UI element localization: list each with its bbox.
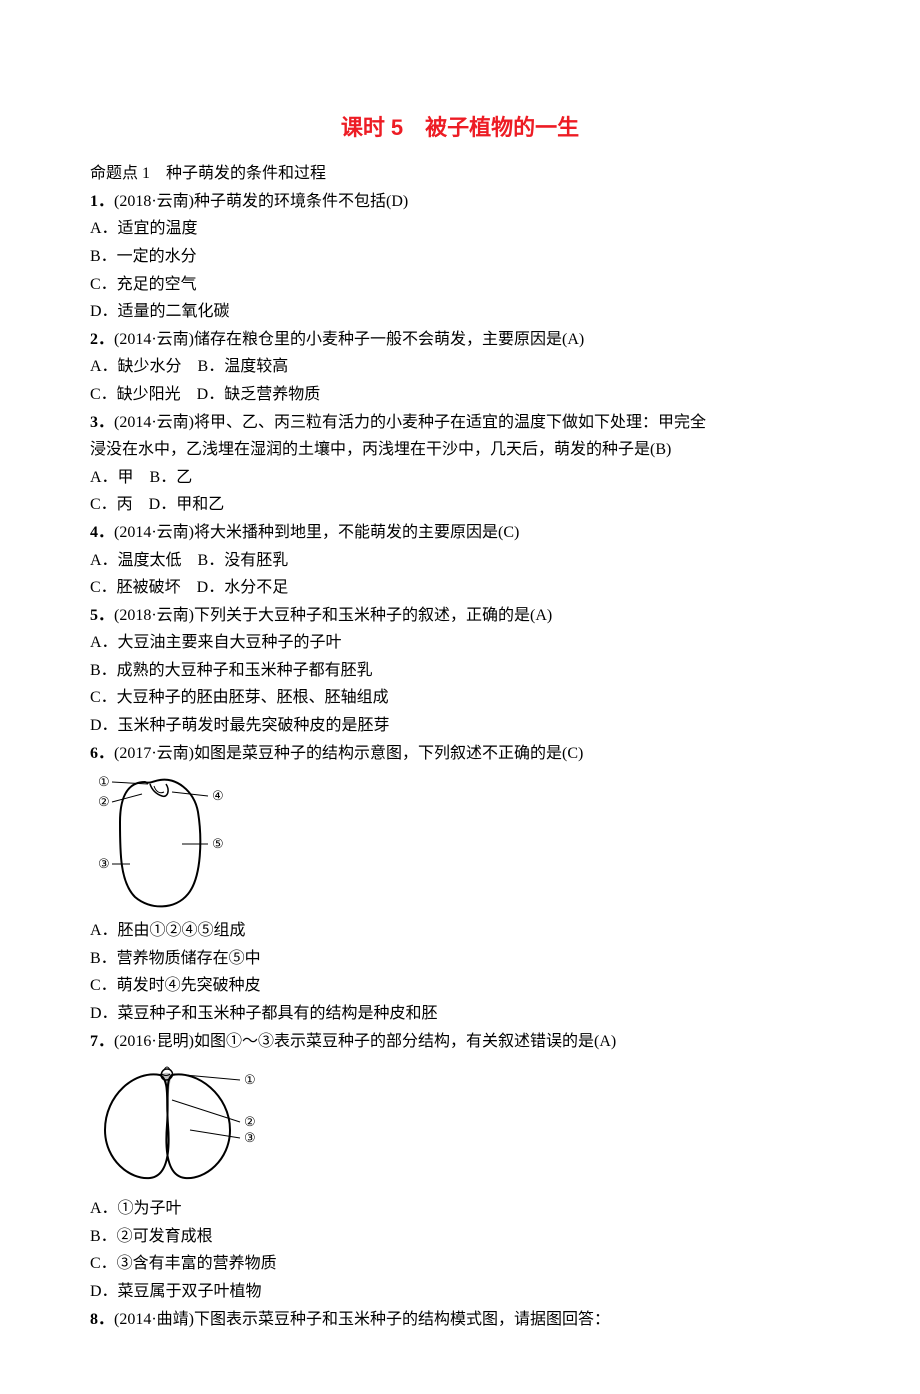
q3-stem1: 3．(2014·云南)将甲、乙、丙三粒有活力的小麦种子在适宜的温度下做如下处理：… — [90, 410, 830, 436]
q5-b: B．成熟的大豆种子和玉米种子都有胚乳 — [90, 658, 830, 684]
q7-c: C．③含有丰富的营养物质 — [90, 1251, 830, 1277]
q7-text: (2016·昆明)如图①～③表示菜豆种子的部分结构，有关叙述错误的是(A) — [114, 1033, 616, 1050]
q6-label-1: ① — [98, 774, 110, 789]
q2-stem: 2．(2014·云南)储存在粮仓里的小麦种子一般不会萌发，主要原因是(A) — [90, 327, 830, 353]
q6-d: D．菜豆种子和玉米种子都具有的结构是种皮和胚 — [90, 1001, 830, 1027]
q7-b: B．②可发育成根 — [90, 1224, 830, 1250]
q7-num: 7． — [90, 1033, 114, 1050]
q3-num: 3． — [90, 414, 114, 431]
q4-num: 4． — [90, 524, 114, 541]
q3-cd: C．丙 D．甲和乙 — [90, 492, 830, 518]
q6-label-4: ④ — [212, 788, 224, 803]
q1-stem: 1．(2018·云南)种子萌发的环境条件不包括(D) — [90, 189, 830, 215]
q5-c: C．大豆种子的胚由胚芽、胚根、胚轴组成 — [90, 685, 830, 711]
q5-d: D．玉米种子萌发时最先突破种皮的是胚芽 — [90, 713, 830, 739]
q5-num: 5． — [90, 607, 114, 624]
q6-text: (2017·云南)如图是菜豆种子的结构示意图，下列叙述不正确的是(C) — [114, 745, 583, 762]
q5-stem: 5．(2018·云南)下列关于大豆种子和玉米种子的叙述，正确的是(A) — [90, 603, 830, 629]
q8-text: (2014·曲靖)下图表示菜豆种子和玉米种子的结构模式图，请据图回答： — [114, 1311, 610, 1328]
lesson-title: 课时 5 被子植物的一生 — [90, 110, 830, 145]
q2-ab: A．缺少水分 B．温度较高 — [90, 354, 830, 380]
q7-label-2: ② — [244, 1114, 256, 1129]
q4-text: (2014·云南)将大米播种到地里，不能萌发的主要原因是(C) — [114, 524, 519, 541]
q4-ab: A．温度太低 B．没有胚乳 — [90, 548, 830, 574]
q7-d: D．菜豆属于双子叶植物 — [90, 1279, 830, 1305]
q7-label-1: ① — [244, 1072, 256, 1087]
q2-num: 2． — [90, 331, 114, 348]
q4-stem: 4．(2014·云南)将大米播种到地里，不能萌发的主要原因是(C) — [90, 520, 830, 546]
q1-b: B．一定的水分 — [90, 244, 830, 270]
q6-label-5: ⑤ — [212, 836, 224, 851]
q3-stem2: 浸没在水中，乙浅埋在湿润的土壤中，丙浅埋在干沙中，几天后，萌发的种子是(B) — [90, 437, 830, 463]
q1-num: 1． — [90, 193, 114, 210]
q6-diagram: ① ② ③ ④ ⑤ — [90, 772, 830, 912]
q1-text: (2018·云南)种子萌发的环境条件不包括(D) — [114, 193, 408, 210]
q3-text1: (2014·云南)将甲、乙、丙三粒有活力的小麦种子在适宜的温度下做如下处理：甲完… — [114, 414, 706, 431]
q4-cd: C．胚被破坏 D．水分不足 — [90, 575, 830, 601]
q7-diagram: ① ② ③ — [90, 1060, 830, 1190]
q1-a: A．适宜的温度 — [90, 216, 830, 242]
q6-num: 6． — [90, 745, 114, 762]
q1-c: C．充足的空气 — [90, 272, 830, 298]
q1-d: D．适量的二氧化碳 — [90, 299, 830, 325]
q6-c: C．萌发时④先突破种皮 — [90, 973, 830, 999]
q5-a: A．大豆油主要来自大豆种子的子叶 — [90, 630, 830, 656]
q2-text: (2014·云南)储存在粮仓里的小麦种子一般不会萌发，主要原因是(A) — [114, 331, 584, 348]
q8-num: 8． — [90, 1311, 114, 1328]
q7-label-3: ③ — [244, 1130, 256, 1145]
q6-label-3: ③ — [98, 856, 110, 871]
q6-a: A．胚由①②④⑤组成 — [90, 918, 830, 944]
q6-b: B．营养物质储存在⑤中 — [90, 946, 830, 972]
q6-label-2: ② — [98, 794, 110, 809]
q8-stem: 8．(2014·曲靖)下图表示菜豆种子和玉米种子的结构模式图，请据图回答： — [90, 1307, 830, 1333]
q6-stem: 6．(2017·云南)如图是菜豆种子的结构示意图，下列叙述不正确的是(C) — [90, 741, 830, 767]
q3-ab: A．甲 B．乙 — [90, 465, 830, 491]
q7-a: A．①为子叶 — [90, 1196, 830, 1222]
q5-text: (2018·云南)下列关于大豆种子和玉米种子的叙述，正确的是(A) — [114, 607, 552, 624]
topic-1: 命题点 1 种子萌发的条件和过程 — [90, 161, 830, 187]
q2-cd: C．缺少阳光 D．缺乏营养物质 — [90, 382, 830, 408]
q7-stem: 7．(2016·昆明)如图①～③表示菜豆种子的部分结构，有关叙述错误的是(A) — [90, 1029, 830, 1055]
